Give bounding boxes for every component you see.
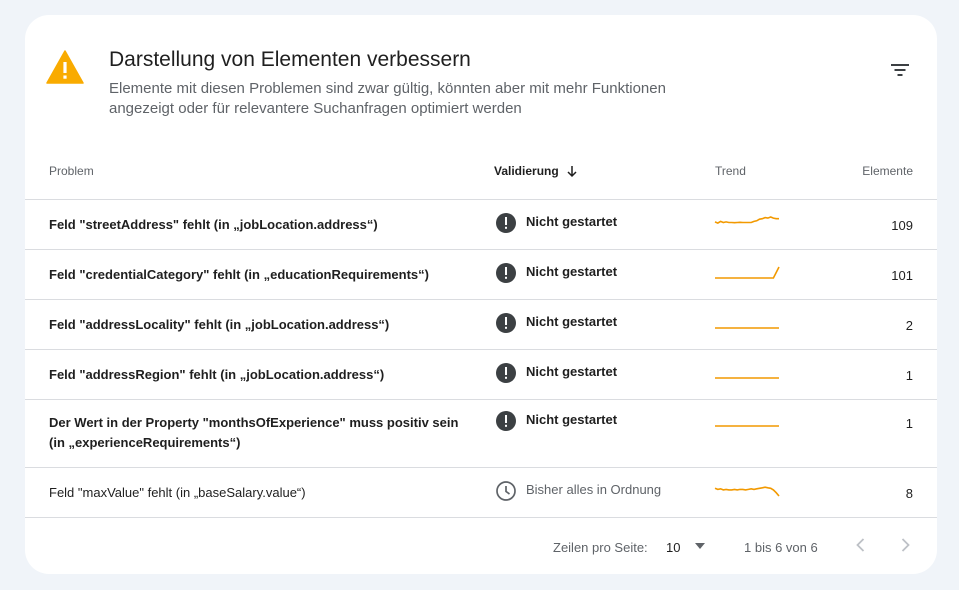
table-row[interactable]: Feld "streetAddress" fehlt (in „jobLocat… [25, 199, 937, 250]
column-header-validation[interactable]: Validierung [494, 164, 579, 178]
rows-per-page-label: Zeilen pro Seite: [553, 540, 648, 555]
trend-sparkline [715, 327, 779, 329]
error-circle-icon [496, 263, 516, 283]
trend-line [714, 486, 780, 497]
dropdown-arrow-icon [695, 543, 705, 549]
element-count: 101 [891, 268, 913, 283]
validation-status-label: Nicht gestartet [526, 364, 618, 379]
validation-status-label: Nicht gestartet [526, 214, 618, 229]
trend-line [715, 266, 780, 279]
problem-label: Feld "maxValue" fehlt (in „baseSalary.va… [49, 485, 306, 500]
problem-label: Feld "streetAddress" fehlt (in „jobLocat… [49, 217, 378, 232]
arrow-down-icon [567, 166, 577, 178]
column-header-validation-label: Validierung [494, 164, 559, 178]
error-circle-icon [496, 411, 516, 431]
table-row[interactable]: Der Wert in der Property "monthsOfExperi… [25, 399, 937, 468]
error-circle-icon [496, 213, 516, 233]
validation-status-label: Nicht gestartet [526, 264, 618, 279]
column-header-trend[interactable]: Trend [715, 164, 746, 178]
table-row[interactable]: Feld "addressLocality" fehlt (in „jobLoc… [25, 299, 937, 350]
previous-page-icon[interactable] [849, 533, 873, 557]
column-header-problem[interactable]: Problem [49, 164, 94, 178]
warning-icon [46, 50, 84, 84]
trend-sparkline [714, 486, 780, 497]
panel-title: Darstellung von Elementen verbessern [109, 48, 471, 71]
trend-line [714, 216, 779, 224]
element-count: 2 [905, 318, 913, 333]
trend-sparkline [715, 377, 779, 379]
element-count: 8 [905, 486, 913, 501]
column-header-elements[interactable]: Elemente [862, 164, 913, 178]
rows-per-page-value: 10 [666, 540, 681, 555]
clock-icon [496, 481, 516, 501]
problem-label: Feld "addressRegion" fehlt (in „jobLocat… [49, 367, 385, 382]
trend-sparkline [715, 266, 780, 279]
error-circle-icon [496, 363, 516, 383]
error-circle-icon [496, 313, 516, 333]
rows-per-page-select[interactable]: 10 [661, 533, 711, 559]
element-count: 1 [905, 416, 913, 431]
problem-label: Feld "addressLocality" fehlt (in „jobLoc… [49, 317, 390, 332]
validation-status-label: Bisher alles in Ordnung [526, 482, 662, 497]
trend-sparkline [714, 216, 779, 224]
issue-panel: Darstellung von Elementen verbessern Ele… [25, 15, 937, 574]
trend-sparkline [715, 425, 779, 427]
element-count: 1 [905, 368, 913, 383]
problem-label: Feld "credentialCategory" fehlt (in „edu… [49, 267, 429, 282]
table-row[interactable]: Feld "credentialCategory" fehlt (in „edu… [25, 249, 937, 300]
next-page-icon[interactable] [893, 533, 917, 557]
validation-status-label: Nicht gestartet [526, 314, 618, 329]
problem-label: Der Wert in der Property "monthsOfExperi… [49, 415, 459, 450]
validation-status-label: Nicht gestartet [526, 412, 618, 427]
table-row[interactable]: Feld "maxValue" fehlt (in „baseSalary.va… [25, 467, 937, 518]
filter-icon[interactable] [887, 57, 913, 83]
panel-subtitle: Elemente mit diesen Problemen sind zwar … [109, 80, 666, 117]
table-bottom-divider [25, 517, 937, 518]
table-row[interactable]: Feld "addressRegion" fehlt (in „jobLocat… [25, 349, 937, 400]
pagination-range: 1 bis 6 von 6 [744, 540, 818, 555]
element-count: 109 [891, 218, 913, 233]
